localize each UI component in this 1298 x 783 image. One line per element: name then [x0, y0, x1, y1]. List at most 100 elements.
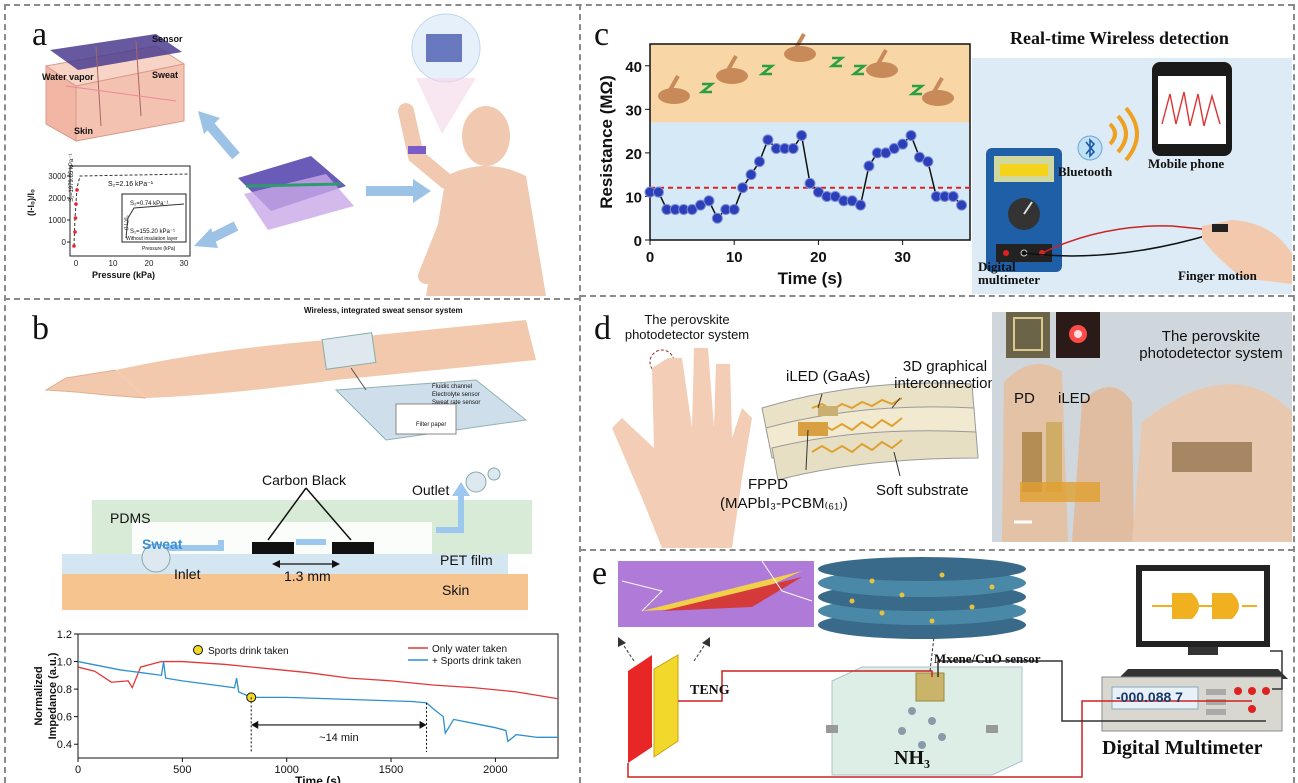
impedance-duration-label: ~14 min: [319, 732, 358, 744]
impedance-ytick-label: 0.4: [57, 739, 72, 751]
label-pdms: PDMS: [110, 510, 151, 526]
svg-text:3000: 3000: [48, 172, 66, 181]
resistance-ytick-label: 30: [625, 102, 642, 119]
impedance-xtick-label: 1000: [274, 764, 298, 776]
hand-icon: [922, 90, 954, 106]
svg-text:1000: 1000: [48, 216, 66, 225]
pressure-chart-xlabel: Pressure (kPa): [92, 270, 156, 280]
resistance-point: [728, 204, 740, 216]
svg-text:2000: 2000: [48, 194, 66, 203]
label-iled-gaas: iLED (GaAs): [786, 368, 871, 385]
finger-icon: [932, 77, 944, 93]
impedance-legend-label: Only water taken: [432, 644, 507, 655]
pressure-inset-s2: S₂=0.74 kPa⁻¹: [130, 201, 169, 207]
resistance-xtick-label: 20: [810, 249, 827, 266]
impedance-xlabel: Time (s): [295, 774, 341, 783]
resistance-point: [652, 186, 664, 198]
bluetooth-icon: [1085, 138, 1096, 158]
resistance-xtick-label: 30: [894, 249, 911, 266]
sweat-system-title: Wireless, integrated sweat sensor system: [304, 306, 463, 315]
hand-icon: [866, 62, 898, 78]
hand-icon: [716, 68, 748, 84]
resistance-ytick-label: 20: [625, 146, 642, 163]
resistance-point: [796, 129, 808, 141]
hand-device-illustration: [612, 348, 979, 548]
impedance-ytick-label: 0.6: [57, 712, 72, 724]
resistance-point: [695, 199, 707, 211]
resistance-ytick-label: 40: [625, 59, 642, 76]
wireless-setup-illustration: [972, 58, 1292, 294]
label-teng: TENG: [690, 683, 730, 698]
impedance-legend-label: + Sports drink taken: [432, 656, 521, 667]
resistance-xlabel: Time (s): [778, 269, 843, 288]
impedance-ytick-label: 1.0: [57, 657, 72, 669]
label-iled-photo: iLED: [1058, 390, 1091, 407]
resistance-xtick-label: 0: [646, 249, 654, 266]
finger-icon: [794, 33, 806, 49]
impedance-xtick-label: 0: [75, 764, 81, 776]
panel-label-b: b: [32, 310, 49, 347]
pressure-inset-note: Without insulation layer: [126, 236, 178, 242]
resistance-point: [855, 199, 867, 211]
callout-electrolyte-sensor: Electrolyte sensor: [432, 392, 480, 398]
label-bluetooth: Bluetooth: [1058, 164, 1113, 179]
impedance-ytick-label: 1.2: [57, 629, 72, 641]
label-carbon-black: Carbon Black: [262, 472, 347, 488]
label-pd: PD: [1014, 390, 1035, 407]
callout-sweat-rate-sensor: Sweat rate sensor: [432, 400, 481, 406]
resistance-point: [947, 190, 959, 202]
cross-section-diagram: [62, 467, 532, 610]
label-interconnection: 3D graphical interconnection: [894, 358, 996, 392]
impedance-xtick-label: 500: [173, 764, 191, 776]
resistance-point: [888, 143, 900, 155]
label-sweat-flow: Sweat: [142, 536, 183, 552]
resistance-point: [846, 195, 858, 207]
nh3-setup-illustration: [618, 557, 1288, 778]
pressure-inset-s1: S₁=155.20 kPa⁻¹: [130, 229, 176, 235]
panel-label-d: d: [594, 310, 611, 347]
impedance-chart: 0.4 0.6 0.8 1.0 1.2 0 500 1000 1500 2000 Only wate…: [33, 629, 559, 783]
impedance-ytick-label: 0.8: [57, 684, 72, 696]
impedance-series-0: [77, 660, 559, 700]
divider-vertical: [579, 4, 581, 783]
resistance-point: [737, 182, 749, 194]
finger-icon: [876, 49, 888, 65]
impedance-legend-marker: [193, 645, 203, 655]
resistance-point: [863, 160, 875, 172]
label-nh3: NH₃: [894, 747, 930, 769]
zigzag-icon: [698, 82, 716, 94]
divider-c-d: [580, 295, 1294, 297]
resistance-point: [762, 134, 774, 146]
device-photo: [992, 312, 1292, 542]
pressure-chart-ylabel: (I-I₀)/I₀: [26, 188, 36, 216]
wifi-signal-icon: [1108, 106, 1139, 162]
finger-icon: [668, 75, 680, 91]
svg-text:0: 0: [74, 259, 79, 268]
svg-text:10: 10: [109, 259, 118, 268]
hand-icon: [784, 46, 816, 62]
pressure-chart: 3000 2000 1000 0 0 10 20 30: [48, 165, 191, 268]
resistance-ylabel: Resistance (MΩ): [597, 75, 616, 209]
resistance-point: [922, 156, 934, 168]
border-top: [4, 4, 1294, 6]
label-soft-substrate: Soft substrate: [876, 482, 969, 499]
pressure-chart-s1: S₁=1979.65 kPa⁻¹: [69, 153, 75, 202]
resistance-point: [905, 129, 917, 141]
resistance-point: [913, 151, 925, 163]
resistance-point: [880, 147, 892, 159]
label-mobile-phone: Mobile phone: [1148, 156, 1225, 171]
multimeter-display: -000.088 7: [1116, 689, 1183, 705]
label-skin: Skin: [74, 126, 94, 136]
zigzag-icon: [758, 64, 776, 76]
label-outlet: Outlet: [412, 482, 450, 498]
divider-d-e: [580, 549, 1294, 551]
arm-illustration: [44, 320, 536, 441]
impedance-frame: [77, 633, 559, 759]
finger-icon: [726, 55, 738, 71]
impedance-xtick-label: 1500: [379, 764, 403, 776]
label-spacing: 1.3 mm: [284, 568, 331, 584]
impedance-ylabel-line2: Impedance (a.u.): [47, 652, 59, 739]
skin-illustration: [44, 13, 546, 296]
resistance-xtick-label: 10: [726, 249, 743, 266]
svg-text:20: 20: [145, 259, 154, 268]
